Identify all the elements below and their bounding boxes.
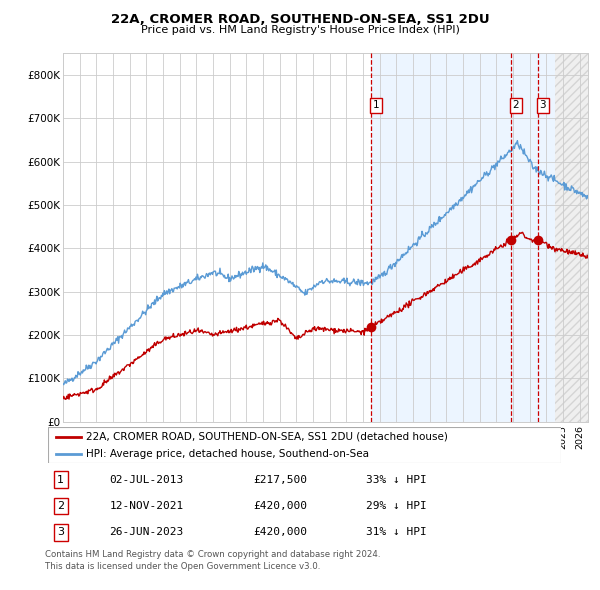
Text: 3: 3: [58, 527, 64, 537]
Text: Contains HM Land Registry data © Crown copyright and database right 2024.: Contains HM Land Registry data © Crown c…: [45, 550, 380, 559]
Text: 3: 3: [539, 100, 546, 110]
Bar: [554, 53, 588, 422]
Text: 1: 1: [58, 474, 64, 484]
Text: 02-JUL-2013: 02-JUL-2013: [110, 474, 184, 484]
Text: 31% ↓ HPI: 31% ↓ HPI: [366, 527, 427, 537]
Text: 1: 1: [373, 100, 380, 110]
Text: This data is licensed under the Open Government Licence v3.0.: This data is licensed under the Open Gov…: [45, 562, 320, 571]
Text: 2: 2: [57, 501, 64, 511]
Text: 33% ↓ HPI: 33% ↓ HPI: [366, 474, 427, 484]
Text: 29% ↓ HPI: 29% ↓ HPI: [366, 501, 427, 511]
Text: £217,500: £217,500: [253, 474, 307, 484]
Text: 2: 2: [512, 100, 519, 110]
Text: £420,000: £420,000: [253, 501, 307, 511]
Text: Price paid vs. HM Land Registry's House Price Index (HPI): Price paid vs. HM Land Registry's House …: [140, 25, 460, 35]
Text: 22A, CROMER ROAD, SOUTHEND-ON-SEA, SS1 2DU: 22A, CROMER ROAD, SOUTHEND-ON-SEA, SS1 2…: [110, 13, 490, 26]
Text: 12-NOV-2021: 12-NOV-2021: [110, 501, 184, 511]
Text: 26-JUN-2023: 26-JUN-2023: [110, 527, 184, 537]
Text: HPI: Average price, detached house, Southend-on-Sea: HPI: Average price, detached house, Sout…: [86, 449, 370, 459]
Bar: [371, 53, 554, 422]
Text: £420,000: £420,000: [253, 527, 307, 537]
Text: 22A, CROMER ROAD, SOUTHEND-ON-SEA, SS1 2DU (detached house): 22A, CROMER ROAD, SOUTHEND-ON-SEA, SS1 2…: [86, 432, 448, 442]
